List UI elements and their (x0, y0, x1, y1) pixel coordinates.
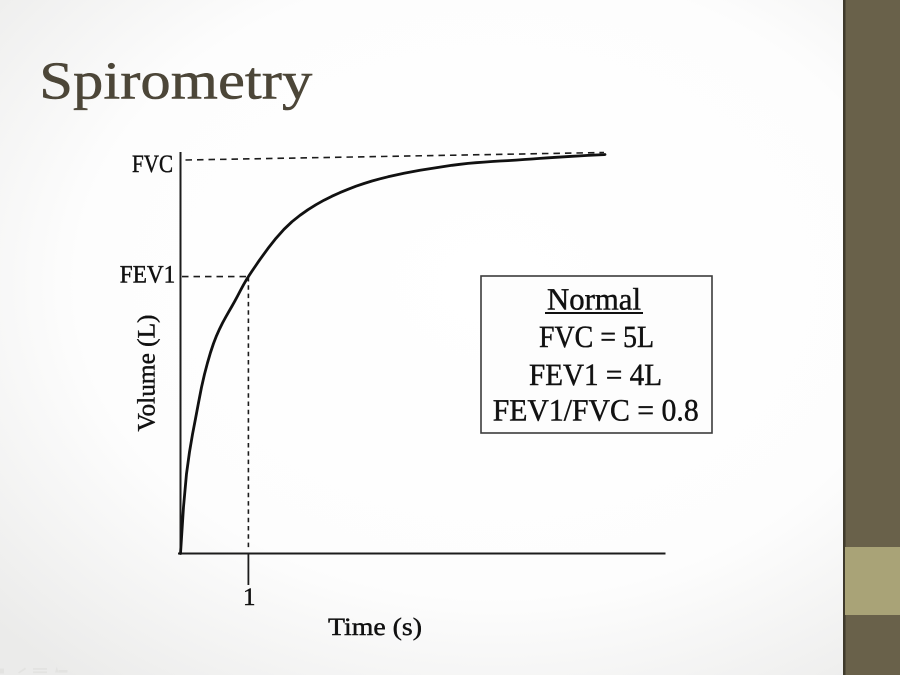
svg-text:FEV1: FEV1 (120, 262, 176, 289)
svg-text:FEV1/FVC = 0.8: FEV1/FVC = 0.8 (493, 393, 699, 428)
svg-text:1: 1 (243, 584, 256, 611)
svg-text:FEV1 = 4L: FEV1 = 4L (529, 357, 662, 392)
svg-text:Spirometry: Spirometry (39, 51, 312, 111)
svg-text:Normal: Normal (547, 282, 641, 317)
svg-text:FVC: FVC (132, 151, 173, 178)
svg-text:FVC = 5L: FVC = 5L (539, 319, 654, 354)
svg-text:Time (s): Time (s) (328, 614, 422, 641)
svg-text:Volume (L): Volume (L) (134, 315, 161, 432)
